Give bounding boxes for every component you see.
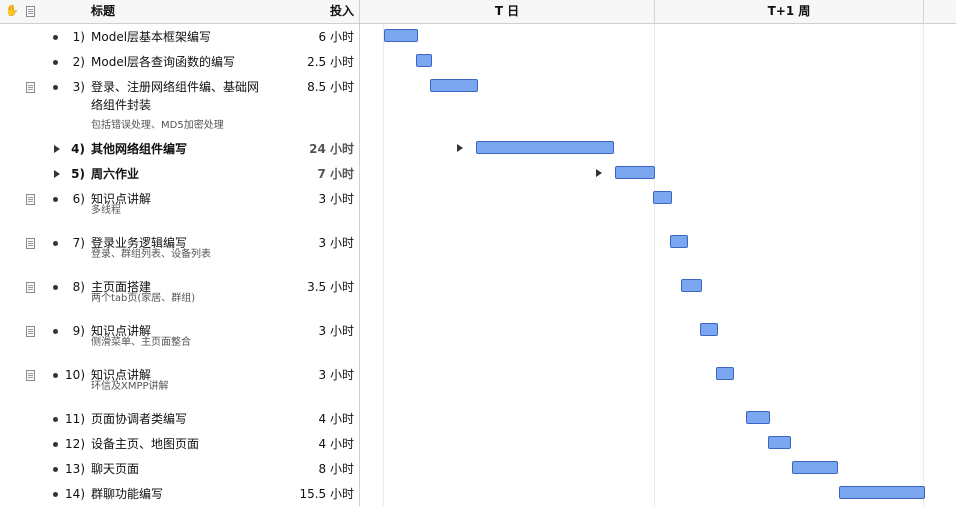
bullet-icon — [53, 197, 58, 202]
task-title[interactable]: 登录、注册网络组件编、基础网 络组件封装 — [91, 78, 287, 114]
task-note: 环信及XMPP讲解 — [91, 380, 169, 394]
task-bar[interactable] — [416, 54, 432, 67]
bullet-icon — [53, 442, 58, 447]
task-number: 14) — [60, 485, 85, 503]
task-effort[interactable]: 15.5 小时 — [290, 485, 354, 503]
task-effort[interactable]: 4 小时 — [290, 435, 354, 453]
task-number: 3) — [60, 78, 85, 96]
bullet-icon — [53, 417, 58, 422]
task-number: 8) — [60, 278, 85, 296]
task-note: 包括错误处理、MD5加密处理 — [91, 119, 224, 133]
task-title[interactable]: Model层基本框架编写 — [91, 28, 287, 46]
task-effort[interactable]: 3.5 小时 — [290, 278, 354, 296]
task-effort[interactable]: 3 小时 — [290, 366, 354, 384]
bullet-icon — [53, 492, 58, 497]
task-number: 10) — [60, 366, 85, 384]
outline-header: ✋ 标题 投入 T 日 T+1 周 — [0, 0, 956, 24]
task-bar[interactable] — [792, 461, 838, 474]
period-t-day: T 日 — [360, 0, 654, 23]
task-title[interactable]: 其他网络组件编写 — [91, 140, 287, 158]
grid-line — [923, 24, 924, 506]
task-number: 7) — [60, 234, 85, 252]
header-divider-2 — [923, 0, 924, 24]
note-icon[interactable] — [26, 194, 35, 205]
hand-icon[interactable]: ✋ — [5, 5, 19, 17]
note-icon[interactable] — [26, 326, 35, 337]
task-number: 13) — [60, 460, 85, 478]
task-note: 多线程 — [91, 204, 121, 218]
task-bar[interactable] — [768, 436, 791, 449]
task-bar[interactable] — [430, 79, 478, 92]
task-bar[interactable] — [681, 279, 702, 292]
task-number: 6) — [60, 190, 85, 208]
bullet-icon — [53, 329, 58, 334]
task-bar[interactable] — [716, 367, 734, 380]
task-effort[interactable]: 3 小时 — [290, 234, 354, 252]
bullet-icon — [53, 241, 58, 246]
bullet-icon — [53, 467, 58, 472]
header-divider-1 — [654, 0, 655, 24]
task-effort[interactable]: 7 小时 — [290, 165, 354, 183]
task-number: 1) — [60, 28, 85, 46]
bullet-icon — [53, 35, 58, 40]
dependency-arrow-icon — [596, 169, 602, 177]
note-column-icon[interactable] — [26, 6, 35, 17]
task-title[interactable]: 设备主页、地图页面 — [91, 435, 287, 453]
task-number: 9) — [60, 322, 85, 340]
task-number: 4) — [60, 140, 85, 158]
column-header-title[interactable]: 标题 — [91, 0, 115, 23]
bullet-icon — [53, 373, 58, 378]
note-icon[interactable] — [26, 82, 35, 93]
task-number: 5) — [60, 165, 85, 183]
grid-line — [654, 24, 655, 506]
task-bar[interactable] — [839, 486, 925, 499]
task-bar[interactable] — [653, 191, 672, 204]
task-note: 侧滑菜单、主页面整合 — [91, 336, 191, 350]
dependency-arrow-icon — [457, 144, 463, 152]
task-title[interactable]: 页面协调者类编写 — [91, 410, 287, 428]
task-bar[interactable] — [476, 141, 614, 154]
task-effort[interactable]: 3 小时 — [290, 322, 354, 340]
task-effort[interactable]: 4 小时 — [290, 410, 354, 428]
task-bar[interactable] — [670, 235, 688, 248]
task-number: 12) — [60, 435, 85, 453]
task-title[interactable]: 群聊功能编写 — [91, 485, 287, 503]
task-effort[interactable]: 3 小时 — [290, 190, 354, 208]
task-effort[interactable]: 24 小时 — [290, 140, 354, 158]
grid-line — [383, 24, 384, 506]
task-bar[interactable] — [700, 323, 718, 336]
bullet-icon — [53, 285, 58, 290]
task-note: 登录、群组列表、设备列表 — [91, 248, 211, 262]
task-bar[interactable] — [384, 29, 418, 42]
task-note: 两个tab页(家居、群组) — [91, 292, 195, 306]
task-bar[interactable] — [615, 166, 655, 179]
task-effort[interactable]: 6 小时 — [290, 28, 354, 46]
note-icon[interactable] — [26, 238, 35, 249]
column-header-effort[interactable]: 投入 — [290, 0, 354, 23]
task-effort[interactable]: 8 小时 — [290, 460, 354, 478]
task-effort[interactable]: 8.5 小时 — [290, 78, 354, 96]
task-effort[interactable]: 2.5 小时 — [290, 53, 354, 71]
task-number: 2) — [60, 53, 85, 71]
task-title[interactable]: 周六作业 — [91, 165, 287, 183]
bullet-icon — [53, 85, 58, 90]
period-t-plus-1-week: T+1 周 — [655, 0, 923, 23]
bullet-icon — [53, 60, 58, 65]
note-icon[interactable] — [26, 370, 35, 381]
task-title[interactable]: Model层各查询函数的编写 — [91, 53, 287, 71]
task-number: 11) — [60, 410, 85, 428]
pane-divider[interactable] — [359, 0, 360, 506]
task-title[interactable]: 聊天页面 — [91, 460, 287, 478]
note-icon[interactable] — [26, 282, 35, 293]
task-bar[interactable] — [746, 411, 770, 424]
